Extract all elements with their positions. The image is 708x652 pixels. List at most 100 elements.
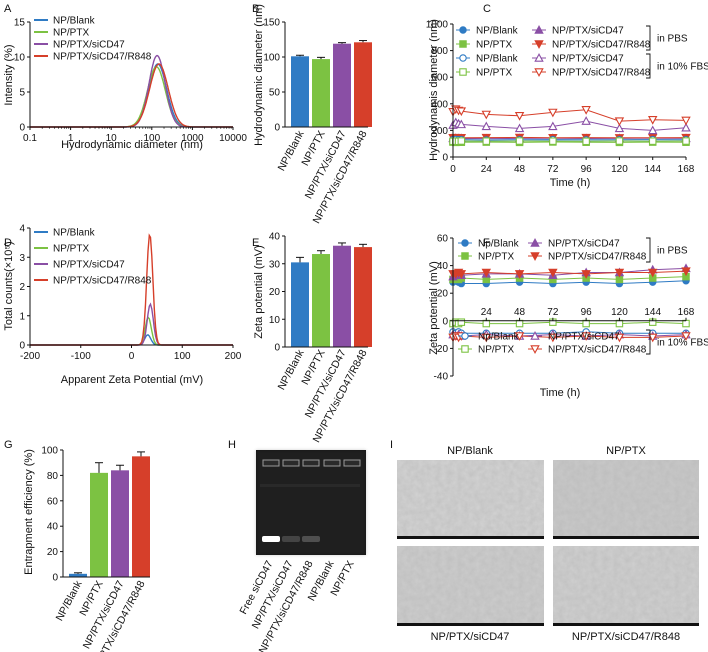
panel-a-ytick-label: 10 xyxy=(14,53,26,64)
data-point xyxy=(581,270,591,279)
panel-c-ytick-label: 800 xyxy=(431,46,448,57)
panel-letter: F xyxy=(483,237,490,249)
panel-e-ytick-label: 40 xyxy=(269,232,281,243)
tem-image-np-ptx-sicd47 xyxy=(397,546,544,626)
legend-label: NP/PTX xyxy=(476,40,512,51)
gel-band xyxy=(262,536,280,542)
panel-g-bar xyxy=(111,470,129,577)
panel-f-ytick-label: 40 xyxy=(437,261,449,272)
panel-f-xtick-label: 96 xyxy=(581,307,593,318)
panel-d-xtick-label: -200 xyxy=(20,351,40,362)
panel-f-ytick-label: 60 xyxy=(437,234,449,245)
panel-e-ylabel: Zeta potential (mV) xyxy=(253,245,265,339)
legend-marker xyxy=(534,68,544,77)
data-point xyxy=(647,125,658,135)
legend-marker xyxy=(461,332,469,340)
panel-a-xlabel: Hydrodynamic diameter (nm) xyxy=(61,139,203,151)
gel-band xyxy=(302,536,320,542)
legend-label: NP/PTX xyxy=(478,345,514,356)
panel-b-ytick-label: 100 xyxy=(263,53,280,64)
legend-label: NP/PTX/siCD47/R848 xyxy=(548,345,647,356)
panel-letter: E xyxy=(252,237,259,249)
legend-marker xyxy=(534,40,544,49)
tem-caption: NP/PTX/siCD47/R848 xyxy=(571,631,681,643)
gel-well xyxy=(323,459,341,467)
gel-smear xyxy=(260,484,360,487)
legend-label: NP/PTX/siCD47/R848 xyxy=(53,276,152,287)
legend-bracket xyxy=(646,25,651,51)
panel-b-ytick-label: 0 xyxy=(274,123,280,134)
panel-e-ytick-label: 10 xyxy=(269,315,281,326)
panel-c-ylabel: Hydrodynamis diameter (nm) xyxy=(428,19,440,161)
panel-f-ylabel: Zeta potential (mV) xyxy=(428,261,440,355)
panel-b-bar xyxy=(312,59,330,127)
legend-marker xyxy=(459,40,467,48)
panel-letter: I xyxy=(390,439,393,451)
tem-caption: NP/PTX xyxy=(606,445,646,457)
data-point xyxy=(515,319,524,328)
panel-letter: B xyxy=(252,3,259,15)
data-point xyxy=(514,270,525,279)
legend-label: Np/Blank xyxy=(478,239,520,250)
legend-marker xyxy=(530,238,540,247)
data-point xyxy=(648,137,657,145)
legend-marker xyxy=(461,252,469,260)
legend-label: NP/PTX xyxy=(476,68,512,79)
legend-marker xyxy=(530,252,540,261)
data-point xyxy=(549,137,557,145)
legend-label: NP/PTX/siCD47/R848 xyxy=(552,40,651,51)
data-point xyxy=(682,137,690,145)
panel-b-bar xyxy=(291,56,309,127)
panel-e-bar xyxy=(333,245,351,347)
legend-marker xyxy=(534,53,544,62)
data-point xyxy=(456,119,467,129)
panel-c-xtick-label: 168 xyxy=(678,164,695,175)
data-point xyxy=(582,137,590,146)
panel-f-ytick-label: -40 xyxy=(434,372,449,383)
panel-g-ytick-label: 100 xyxy=(41,446,58,457)
legend-marker xyxy=(534,25,544,34)
tem-texture xyxy=(553,546,699,626)
panel-a-xtick-label: 10 xyxy=(106,133,118,144)
legend-label: NP/PTX xyxy=(53,28,89,39)
data-point xyxy=(481,333,492,343)
data-point xyxy=(481,121,492,131)
data-point xyxy=(514,112,525,121)
series-line-3 xyxy=(30,63,234,128)
legend-label: NP/PTX xyxy=(478,252,514,263)
group-label: in 10% FBS xyxy=(657,62,708,73)
panel-f-xtick-label: 120 xyxy=(611,307,628,318)
panel-d-xtick-label: 200 xyxy=(225,351,242,362)
panel-e-ytick-label: 30 xyxy=(269,259,281,270)
panel-e-bar xyxy=(354,247,372,347)
data-point xyxy=(647,268,658,278)
series-line-0 xyxy=(30,63,233,128)
legend-bracket xyxy=(646,53,651,79)
legend-label: NP/PTX/siCD47 xyxy=(53,260,125,271)
data-point xyxy=(548,108,558,118)
tem-texture xyxy=(553,460,699,539)
tem-texture xyxy=(397,460,544,539)
data-point xyxy=(682,319,690,328)
panel-a-ytick-label: 15 xyxy=(14,18,26,29)
panel-c-xtick-label: 48 xyxy=(514,164,526,175)
legend-marker xyxy=(461,345,469,353)
panel-b-bar xyxy=(333,43,351,128)
panel-f-ytick-label: -20 xyxy=(434,344,449,355)
panel-f-xtick-label: 144 xyxy=(644,307,661,318)
data-point xyxy=(681,332,691,341)
panel-a-xtick-label: 1000 xyxy=(181,133,204,144)
legend-marker xyxy=(461,239,469,247)
panel-letter: A xyxy=(4,3,12,15)
data-point xyxy=(681,116,691,126)
panel-a-xtick-label: 10000 xyxy=(219,133,247,144)
panel-c-ytick-label: 1000 xyxy=(426,20,449,31)
data-point xyxy=(615,319,624,328)
legend-label: NP/Blank xyxy=(53,16,96,27)
tem-texture xyxy=(397,546,544,626)
panel-g-ytick-label: 60 xyxy=(47,496,59,507)
panel-e-category-label: NP/Blank xyxy=(275,347,306,392)
group-label: in 10% FBS xyxy=(657,338,708,349)
gel-well xyxy=(302,459,320,467)
data-point xyxy=(481,110,492,120)
